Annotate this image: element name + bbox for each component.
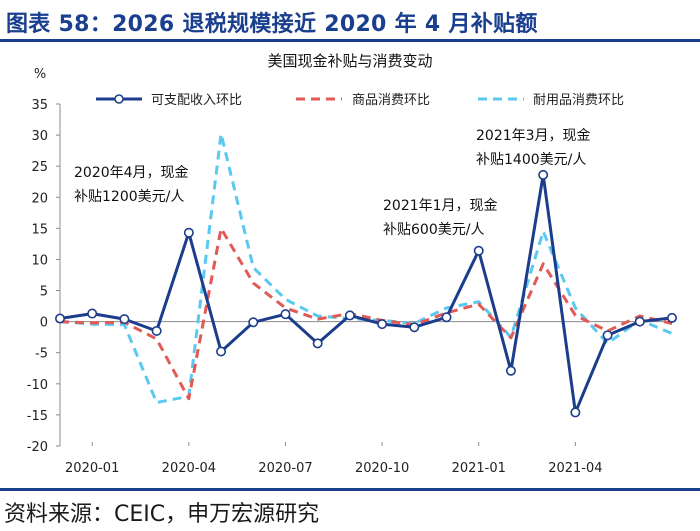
y-tick-label: -5 bbox=[35, 347, 48, 362]
series-1-point bbox=[216, 346, 227, 357]
y-tick-label: -10 bbox=[27, 378, 48, 393]
x-tick-label: 2020-01 bbox=[65, 461, 119, 476]
y-tick-label: 5 bbox=[40, 285, 48, 300]
figure-title: 图表 58：2026 退税规模接近 2020 年 4 月补贴额 bbox=[6, 12, 538, 37]
figure-header: 图表 58：2026 退税规模接近 2020 年 4 月补贴额 bbox=[0, 0, 700, 42]
footer-rule bbox=[0, 488, 700, 491]
y-tick-label: 0 bbox=[40, 316, 48, 331]
annotation-text: 补贴1400美元/人 bbox=[476, 152, 586, 168]
series-1-point bbox=[538, 169, 549, 180]
chart-title: 美国现金补贴与消费变动 bbox=[267, 52, 432, 70]
header-rule bbox=[0, 39, 700, 42]
legend-label: 可支配收入环比 bbox=[151, 93, 242, 108]
annotation-text: 2020年4月，现金 bbox=[74, 165, 189, 181]
annotation-text: 2021年3月，现金 bbox=[476, 128, 591, 144]
legend-label: 商品消费环比 bbox=[352, 93, 430, 108]
series-1-point bbox=[54, 313, 65, 324]
annotation-text: 补贴600美元/人 bbox=[383, 222, 484, 238]
series-1-point bbox=[441, 312, 452, 323]
line-chart: 美国现金补贴与消费变动% 35 30 25 20 15 10 5 0 -5 -10 -15 -20 202… bbox=[27, 52, 677, 476]
series-1-point bbox=[473, 245, 484, 256]
x-tick-label: 2020-04 bbox=[162, 461, 216, 476]
y-tick-label: 30 bbox=[31, 129, 48, 144]
legend-marker bbox=[114, 94, 124, 104]
series-1-point bbox=[666, 312, 677, 323]
series-1-point bbox=[344, 310, 355, 321]
series-1-point bbox=[312, 338, 323, 349]
series-1-point bbox=[505, 365, 516, 376]
y-tick-label: 35 bbox=[31, 98, 48, 113]
y-tick-label: 10 bbox=[31, 253, 48, 268]
series-1-point bbox=[119, 314, 130, 325]
series-1-point bbox=[377, 319, 388, 330]
series-line-1 bbox=[59, 173, 673, 414]
y-tick-label: -15 bbox=[27, 409, 48, 424]
series-1-point bbox=[602, 330, 613, 341]
series-1-point bbox=[570, 407, 581, 418]
series-1-point bbox=[409, 322, 420, 333]
source-note: 资料来源：CEIC，申万宏源研究 bbox=[4, 502, 320, 527]
x-tick-label: 2021-04 bbox=[548, 461, 602, 476]
series-1-point bbox=[151, 325, 162, 336]
y-unit-label: % bbox=[34, 67, 46, 82]
series-line-2 bbox=[59, 226, 673, 401]
legend-label: 耐用品消费环比 bbox=[533, 93, 624, 108]
x-tick-label: 2021-01 bbox=[452, 461, 506, 476]
annotation-text: 2021年1月，现金 bbox=[383, 198, 498, 214]
series-1-point bbox=[248, 317, 259, 328]
series-1-point bbox=[634, 316, 645, 327]
x-tick-label: 2020-10 bbox=[355, 461, 409, 476]
y-tick-label: 20 bbox=[31, 191, 48, 206]
y-tick-label: 25 bbox=[31, 160, 48, 175]
y-tick-label: -20 bbox=[27, 440, 48, 455]
series-1-point bbox=[280, 309, 291, 320]
series-1-point bbox=[183, 227, 194, 238]
annotation-text: 补贴1200美元/人 bbox=[74, 189, 184, 205]
y-tick-label: 15 bbox=[31, 222, 48, 237]
series-1-point bbox=[87, 308, 98, 319]
x-tick-label: 2020-07 bbox=[258, 461, 312, 476]
